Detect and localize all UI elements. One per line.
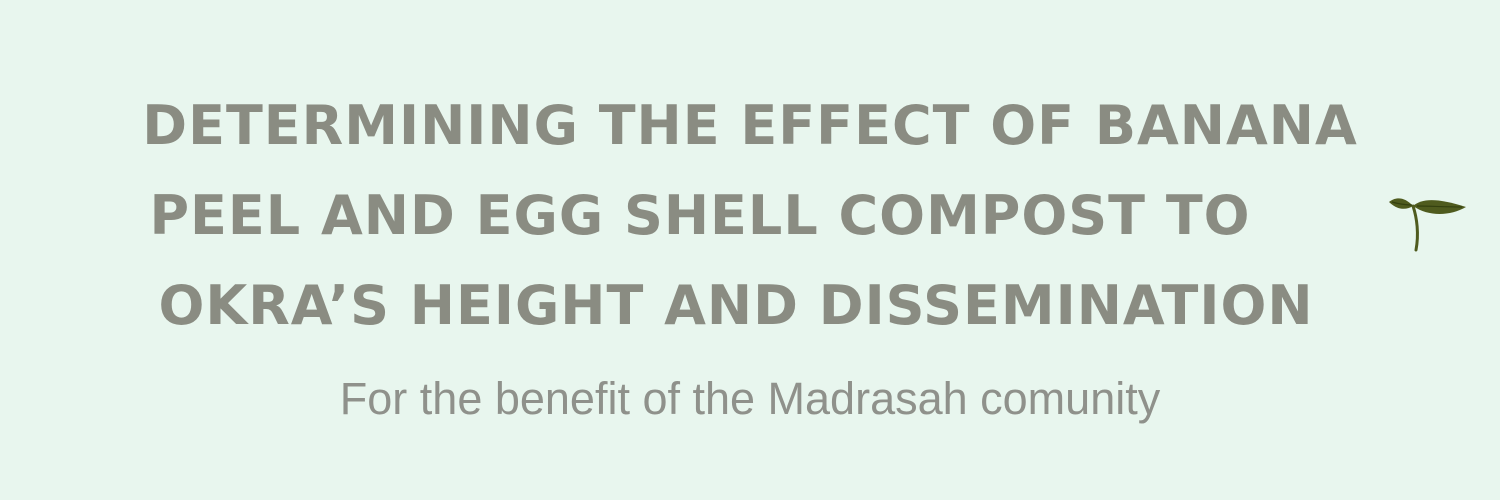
subtitle: For the benefit of the Madrasah comunity xyxy=(339,373,1161,424)
title-line-1: Determining the effect of banana xyxy=(142,94,1358,157)
title-line-2: peel and egg shell compost to xyxy=(149,184,1251,247)
title-line-3: okra’s height and dissemination xyxy=(158,274,1314,337)
sprout-icon xyxy=(1389,198,1466,252)
